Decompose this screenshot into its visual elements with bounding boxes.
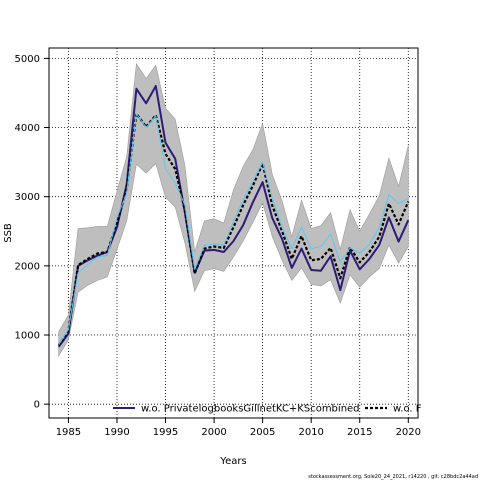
confidence-band — [58, 63, 409, 357]
x-tick-label: 2015 — [347, 427, 372, 438]
y-tick-label: 1000 — [15, 331, 40, 342]
y-tick-label: 3000 — [15, 192, 40, 203]
plot-frame — [48, 47, 419, 419]
series-line-2 — [58, 113, 409, 345]
legend-label-0: w.o. PrivatelogbooksGillnetKC+KScombined — [141, 404, 360, 415]
legend: w.o. PrivatelogbooksGillnetKC+KScombined… — [113, 404, 422, 415]
x-axis: 1985 1990 1995 2000 2005 2010 2015 2020 — [56, 418, 421, 438]
x-axis-title: Years — [219, 456, 246, 467]
x-tick-label: 2005 — [250, 427, 275, 438]
confidence-band-area — [58, 63, 409, 357]
y-tick-label: 0 — [34, 400, 40, 411]
series-line-1 — [57, 112, 410, 347]
x-tick-label: 1990 — [104, 427, 129, 438]
x-tick-label: 2020 — [396, 427, 421, 438]
x-tick-label: 2000 — [201, 427, 226, 438]
footer-text: stockassessment.org, Sole20_24_2021, r14… — [308, 474, 478, 480]
series-lines — [57, 85, 410, 348]
y-tick-label: 5000 — [15, 54, 40, 65]
x-tick-label: 2010 — [298, 427, 323, 438]
y-tick-label: 4000 — [15, 123, 40, 134]
legend-label-1: w.o. F — [393, 404, 422, 415]
x-tick-label: 1985 — [56, 427, 81, 438]
x-tick-label: 1995 — [153, 427, 178, 438]
y-axis-title: SSB — [3, 223, 14, 243]
y-axis: 0 1000 2000 3000 4000 5000 — [15, 54, 49, 411]
y-tick-label: 2000 — [15, 261, 40, 272]
